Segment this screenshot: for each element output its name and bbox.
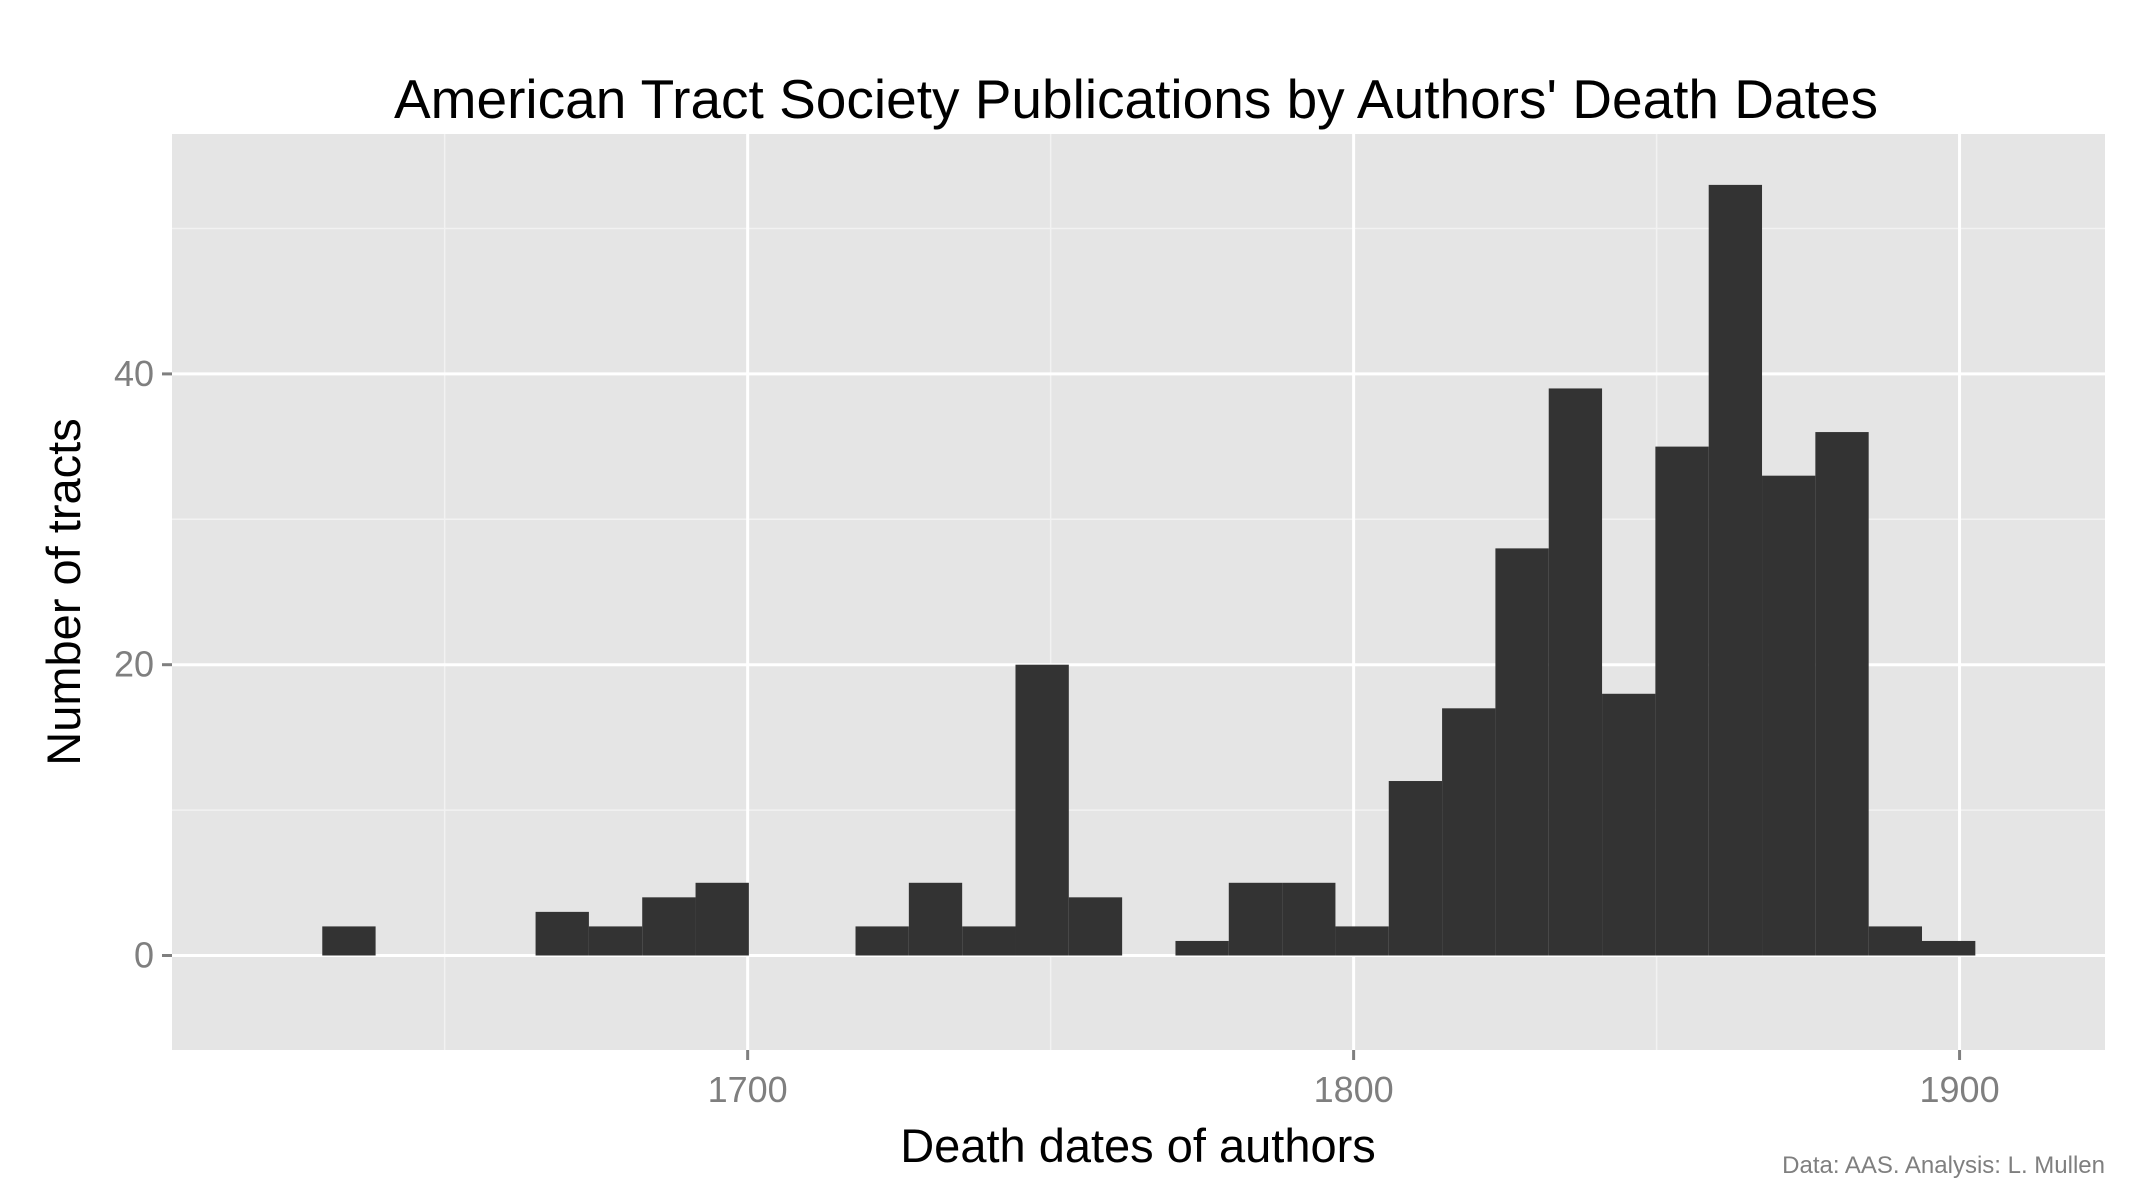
histogram-bar [855, 926, 909, 956]
bars [322, 184, 1976, 956]
histogram-bar [1335, 926, 1389, 956]
x-tick-label: 1700 [708, 1069, 788, 1110]
histogram-bar [908, 882, 963, 956]
histogram-bar [1228, 882, 1283, 956]
y-axis: 0 20 40 [114, 353, 172, 975]
histogram-bar [1655, 446, 1709, 956]
histogram-bar [642, 897, 696, 956]
histogram-bar [1282, 882, 1336, 956]
caption: Data: AAS. Analysis: L. Mullen [1782, 1152, 2105, 1179]
histogram-bar [962, 926, 1016, 956]
y-tick-label: 20 [114, 644, 154, 685]
histogram-bar [1602, 693, 1656, 956]
chart-title: American Tract Society Publications by A… [394, 68, 1878, 130]
histogram-bar [695, 882, 749, 956]
histogram-bar [1495, 548, 1549, 956]
x-tick-label: 1900 [1920, 1069, 2000, 1110]
histogram-bar [1708, 184, 1763, 956]
histogram-bar [1815, 432, 1869, 956]
histogram-bar [1762, 475, 1816, 956]
y-tick-label: 0 [134, 934, 154, 975]
x-axis: 1700 1800 1900 [708, 1050, 2000, 1110]
histogram-bar [1388, 781, 1443, 956]
histogram-bar [535, 911, 589, 956]
histogram-bar [1548, 388, 1603, 956]
histogram-bar [1015, 664, 1069, 956]
y-axis-title: Number of tracts [37, 418, 90, 765]
histogram-bar [1068, 897, 1123, 956]
histogram-bar [588, 926, 643, 956]
histogram-bar [1175, 940, 1229, 956]
histogram-bar [1868, 926, 1923, 956]
y-tick-label: 40 [114, 353, 154, 394]
histogram-bar [1922, 940, 1976, 956]
histogram-bar [322, 926, 376, 956]
histogram-bar [1442, 708, 1496, 956]
x-tick-label: 1800 [1314, 1069, 1394, 1110]
x-axis-title: Death dates of authors [900, 1119, 1376, 1172]
